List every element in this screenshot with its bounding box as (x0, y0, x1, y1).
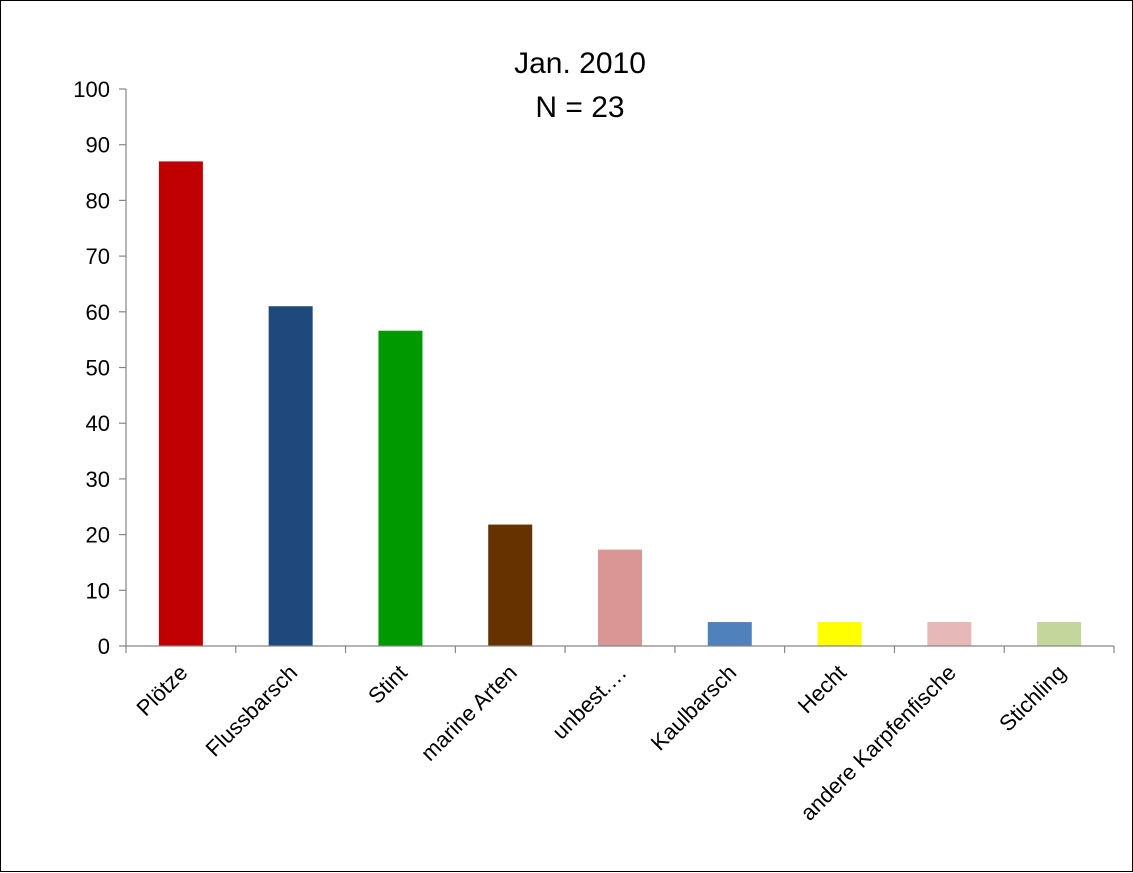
bars (158, 161, 1082, 646)
x-tick-label: marine Arten (416, 660, 522, 766)
bar (707, 622, 752, 646)
x-tick-label: Kaulbarsch (646, 660, 742, 756)
bar (817, 622, 862, 646)
bar (488, 524, 533, 646)
y-tick-label: 60 (86, 300, 110, 325)
chart-title-line2: N = 23 (535, 91, 624, 124)
x-tick-label: Flussbarsch (201, 660, 303, 762)
y-tick-label: 20 (86, 523, 110, 548)
bar (268, 306, 313, 646)
bar (378, 330, 423, 646)
bar (158, 161, 203, 646)
x-tick-label: unbest.… (547, 660, 631, 744)
y-tick-label: 80 (86, 188, 110, 213)
bar (927, 622, 972, 646)
y-tick-label: 100 (73, 77, 110, 102)
x-tick-label: Stint (363, 660, 412, 709)
x-tick-label: Plötze (132, 660, 193, 721)
y-axis-ticks: 0 10 20 30 40 50 60 70 80 90 100 (73, 77, 126, 659)
y-tick-label: 40 (86, 411, 110, 436)
y-tick-label: 10 (86, 578, 110, 603)
y-tick-label: 90 (86, 133, 110, 158)
x-axis-ticks: Plötze Flussbarsch Stint marine Arten unbest… (125, 646, 1115, 825)
chart-title-line1: Jan. 2010 (514, 47, 646, 80)
y-tick-label: 0 (98, 634, 110, 659)
y-tick-label: 30 (86, 467, 110, 492)
x-tick-label: Hecht (793, 660, 851, 718)
x-tick-label: Stichling (994, 660, 1070, 736)
y-tick-label: 70 (86, 244, 110, 269)
bar (1037, 622, 1082, 646)
y-tick-label: 50 (86, 356, 110, 381)
bar (598, 549, 642, 646)
